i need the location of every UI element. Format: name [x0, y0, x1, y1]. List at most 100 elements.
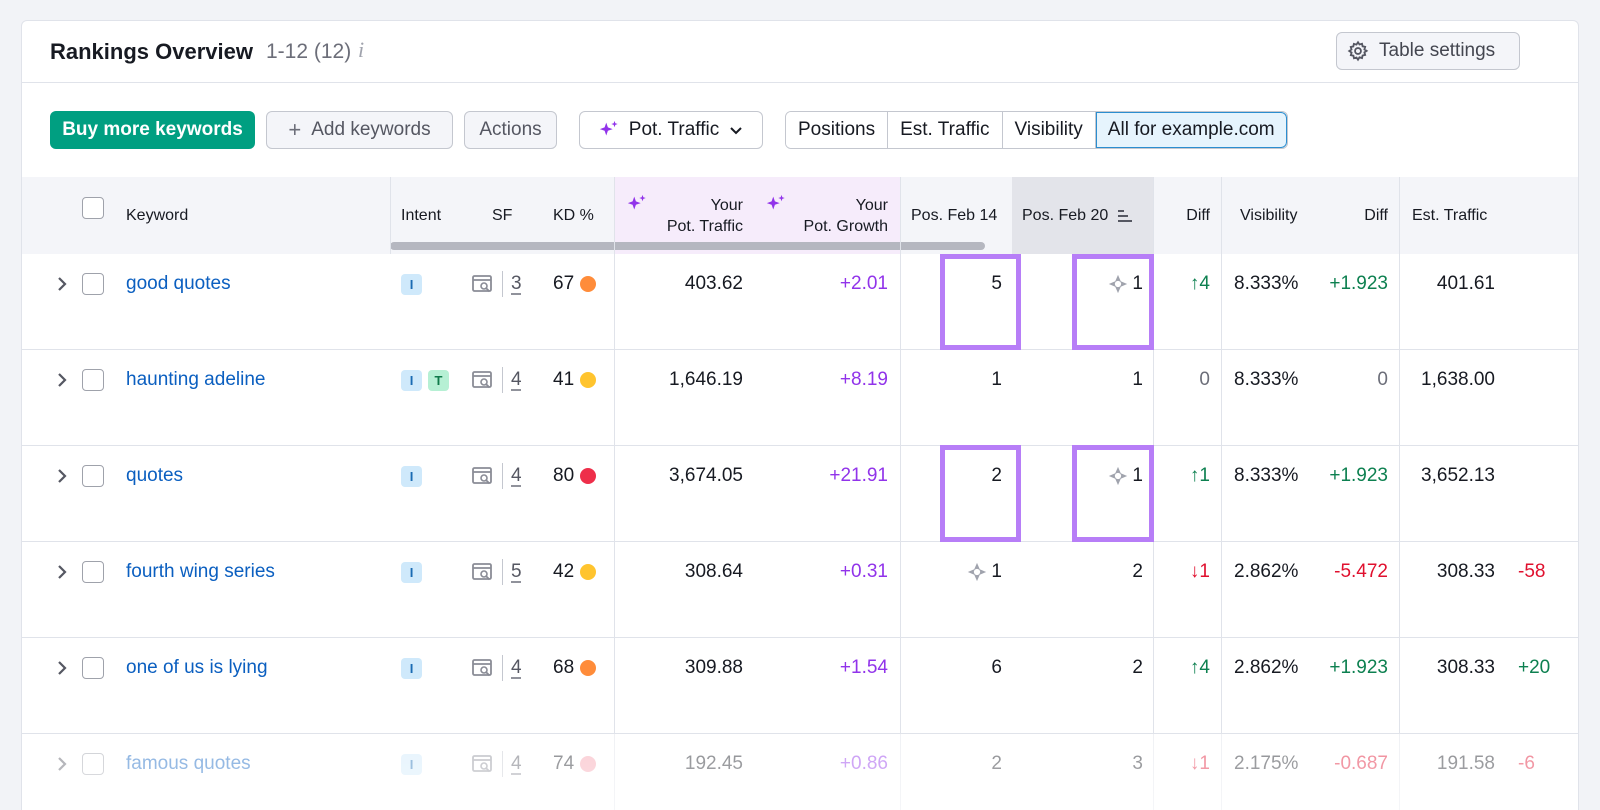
expand-row-icon[interactable] [52, 368, 72, 392]
sparkle-icon [766, 194, 785, 210]
col-pot-growth-line2: Pot. Growth [803, 217, 888, 235]
col-diff[interactable]: Diff [1186, 206, 1210, 224]
sf-count: 5 [511, 561, 522, 582]
table-header: Keyword Intent SF KD % Your Pot. Traffic … [22, 177, 1578, 254]
tab-est-traffic[interactable]: Est. Traffic [888, 112, 1003, 148]
highlight-box [1072, 254, 1154, 350]
col-kd[interactable]: KD % [553, 206, 594, 224]
row-checkbox[interactable] [82, 465, 104, 487]
results-count: 1-12 (12) [266, 40, 352, 63]
expand-row-icon[interactable] [52, 272, 72, 296]
highlight-box [1072, 445, 1154, 542]
sf-cell[interactable]: 4 [472, 350, 522, 410]
position-diff: ↑ 1 [1162, 446, 1210, 506]
kd-cell: 80 [553, 446, 597, 506]
diff-value: 0 [1199, 369, 1210, 390]
col-pot-growth[interactable]: Your Pot. Growth [765, 177, 888, 254]
kd-cell: 68 [553, 638, 597, 698]
select-all-checkbox[interactable] [82, 197, 104, 219]
est-traffic-value: 308.33 [1436, 657, 1495, 678]
intent-badge: T [428, 369, 449, 391]
serp-features-icon [472, 755, 492, 773]
col-pot-traffic[interactable]: Your Pot. Traffic [626, 177, 743, 254]
horizontal-scrollbar[interactable] [390, 242, 985, 250]
tab-visibility[interactable]: Visibility [1002, 112, 1096, 148]
keyword-link[interactable]: one of us is lying [126, 657, 268, 678]
expand-row-icon[interactable] [52, 464, 72, 488]
kd-dot [580, 468, 597, 484]
table-settings-label: Table settings [1379, 40, 1496, 61]
est-traffic-value: 1,638.00 [1421, 369, 1495, 390]
sf-cell[interactable]: 4 [472, 638, 522, 698]
kd-value: 80 [553, 465, 575, 486]
intent-cell: I [401, 638, 428, 698]
intent-badge: I [401, 465, 422, 487]
row-checkbox[interactable] [82, 657, 104, 679]
buy-more-keywords-button[interactable]: Buy more keywords [50, 111, 255, 149]
sf-cell[interactable]: 3 [472, 254, 522, 314]
kd-cell: 41 [553, 350, 597, 410]
intent-cell: I [401, 734, 428, 794]
est-traffic-diff: -6 [1518, 753, 1535, 774]
divider [1399, 177, 1400, 810]
row-checkbox[interactable] [82, 273, 104, 295]
expand-row-icon[interactable] [52, 560, 72, 584]
serp-features-icon [472, 467, 492, 485]
sf-cell[interactable]: 4 [472, 734, 522, 794]
position-diff: ↓ 1 [1162, 542, 1210, 602]
col-pos-feb20-label: Pos. Feb 20 [1022, 206, 1109, 224]
pot-traffic-dropdown[interactable]: Pot. Traffic [579, 111, 763, 149]
pot-traffic-value: 403.62 [684, 273, 743, 294]
col-sf[interactable]: SF [492, 206, 513, 224]
table-row: one of us is lying I 4 68 309.88 +1.54 6… [22, 638, 1578, 734]
divider [1221, 177, 1222, 810]
keyword-link[interactable]: quotes [126, 465, 184, 486]
pot-traffic-value: 309.88 [684, 657, 743, 678]
keyword-link[interactable]: good quotes [126, 273, 231, 294]
actions-button[interactable]: Actions [464, 111, 557, 149]
visibility-value: 8.333% [1234, 369, 1299, 390]
table-settings-button[interactable]: Table settings [1336, 32, 1520, 70]
rankings-overview-card: Rankings Overview 1-12 (12) i Table sett… [21, 20, 1579, 810]
row-checkbox[interactable] [82, 561, 104, 583]
add-keywords-button[interactable]: + Add keywords [266, 111, 453, 149]
keyword-link[interactable]: fourth wing series [126, 561, 275, 582]
col-keyword[interactable]: Keyword [126, 206, 189, 224]
pot-growth-value: +8.19 [839, 369, 888, 390]
position-diff: ↑ 4 [1162, 638, 1210, 698]
plus-icon: + [288, 117, 302, 142]
kd-value: 42 [553, 561, 575, 582]
col-pos-feb20[interactable]: Pos. Feb 20 [1022, 177, 1134, 254]
col-vis-diff[interactable]: Diff [1364, 206, 1388, 224]
visibility-value: 2.862% [1234, 561, 1299, 582]
row-checkbox[interactable] [82, 369, 104, 391]
col-est-traffic[interactable]: Est. Traffic [1412, 206, 1488, 224]
pos-feb20-cell: 2 [1052, 542, 1143, 602]
tab-all-for-domain[interactable]: All for example.com [1095, 112, 1287, 148]
expand-row-icon[interactable] [52, 752, 72, 776]
tab-positions[interactable]: Positions [786, 112, 889, 148]
visibility-diff: +1.923 [1329, 273, 1388, 294]
kd-cell: 74 [553, 734, 597, 794]
pos-feb14-value: 1 [991, 561, 1002, 582]
pos-feb20-cell: 3 [1052, 734, 1143, 794]
expand-row-icon[interactable] [52, 656, 72, 680]
col-pos-feb14[interactable]: Pos. Feb 14 [911, 206, 998, 224]
pot-traffic-value: 1,646.19 [669, 369, 743, 390]
col-visibility[interactable]: Visibility [1240, 206, 1298, 224]
pos-feb14-value: 6 [991, 657, 1002, 678]
keyword-link[interactable]: haunting adeline [126, 369, 266, 390]
col-intent[interactable]: Intent [401, 206, 442, 224]
est-traffic-value: 191.58 [1436, 753, 1495, 774]
row-checkbox[interactable] [82, 753, 104, 775]
info-icon[interactable]: i [358, 37, 365, 62]
sf-cell[interactable]: 4 [472, 446, 522, 506]
table-row: famous quotes I 4 74 192.45 +0.86 2 3 ↓ 1… [22, 734, 1578, 810]
pot-traffic-value: 192.45 [684, 753, 743, 774]
pos-feb14-cell: 2 [922, 734, 1002, 794]
sf-cell[interactable]: 5 [472, 542, 522, 602]
keyword-link[interactable]: famous quotes [126, 753, 251, 774]
sf-count: 4 [511, 657, 522, 678]
pos-feb14-value: 2 [991, 753, 1002, 774]
